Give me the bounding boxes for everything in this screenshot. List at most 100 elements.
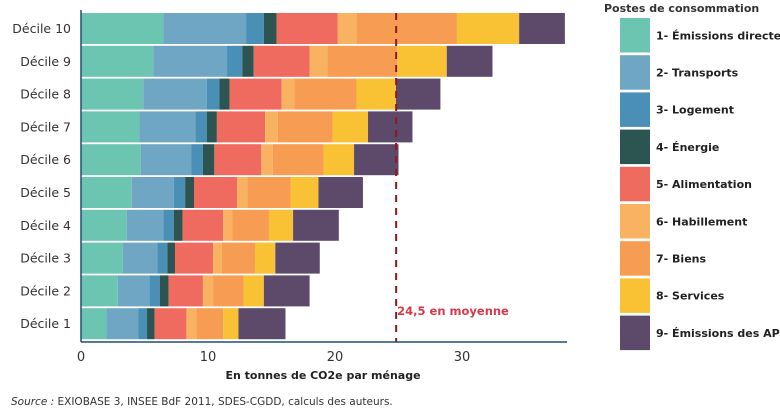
bar-segment-3 [138, 308, 148, 340]
bar-segment-8 [456, 13, 520, 44]
bar-segment-1 [81, 242, 123, 274]
category-label: Décile 10 [12, 21, 71, 36]
legend-item: 3- Logement [620, 92, 734, 127]
bar-segment-9 [368, 111, 413, 143]
bar-row [81, 242, 320, 274]
bar-segment-9 [263, 275, 310, 307]
legend-item: 6- Habillement [620, 204, 747, 239]
bar-segment-1 [81, 78, 144, 110]
bar-segment-2 [143, 78, 207, 110]
bar-row [81, 78, 441, 110]
bar-segment-4 [242, 45, 254, 77]
bar-segment-3 [206, 78, 220, 110]
bar-segment-6 [223, 209, 233, 241]
bar-segment-5 [194, 177, 238, 208]
bar-segment-6 [337, 13, 357, 44]
bar-segment-7 [213, 275, 244, 307]
bar-segment-5 [216, 111, 266, 143]
legend-swatch [620, 315, 650, 351]
bar-segment-2 [140, 144, 192, 176]
bar-row [81, 13, 565, 44]
category-label: Décile 6 [20, 152, 71, 167]
legend-item: 4- Énergie [620, 129, 719, 165]
bars-group [81, 13, 565, 340]
axes-group [80, 10, 567, 343]
bar-segment-7 [221, 242, 255, 274]
legend-swatch [620, 129, 650, 165]
bar-segment-6 [213, 242, 222, 274]
bar-segment-7 [356, 13, 457, 44]
bar-segment-9 [293, 209, 339, 241]
bar-segment-2 [139, 111, 196, 143]
bar-segment-8 [243, 275, 264, 307]
legend-label: 3- Logement [656, 104, 734, 117]
x-axis-title: En tonnes de CO2e par ménage [225, 369, 420, 382]
bar-segment-1 [81, 45, 154, 77]
bar-segment-9 [318, 177, 363, 208]
bar-segment-3 [149, 275, 160, 307]
x-tick-label: 20 [327, 350, 344, 365]
bar-row [81, 45, 493, 77]
bar-segment-1 [81, 111, 140, 143]
x-tick-label: 30 [454, 350, 471, 365]
x-tick-label: 0 [77, 350, 85, 365]
bar-segment-8 [254, 242, 276, 274]
bar-segment-4 [202, 144, 215, 176]
bar-segment-5 [229, 78, 282, 110]
legend-swatch [620, 18, 650, 53]
bar-segment-4 [167, 242, 175, 274]
source-prefix: Source : [11, 396, 55, 408]
bar-segment-6 [237, 177, 248, 208]
bar-segment-3 [191, 144, 203, 176]
legend: Postes de consommation 1- Émissions dire… [604, 2, 780, 351]
bar-segment-6 [186, 308, 197, 340]
category-label: Décile 7 [20, 119, 71, 134]
legend-label: 8- Services [656, 290, 725, 303]
bar-segment-5 [214, 144, 262, 176]
bar-segment-7 [196, 308, 224, 340]
bar-segment-8 [223, 308, 239, 340]
bar-segment-2 [131, 177, 174, 208]
legend-swatch [620, 204, 650, 239]
bar-segment-2 [122, 242, 158, 274]
legend-title: Postes de consommation [604, 2, 759, 15]
bar-segment-5 [168, 275, 203, 307]
bar-segment-5 [253, 45, 310, 77]
bar-segment-7 [272, 144, 324, 176]
bar-segment-3 [173, 177, 186, 208]
legend-label: 2- Transports [656, 66, 739, 79]
bar-segment-9 [446, 45, 493, 77]
bar-segment-5 [276, 13, 338, 44]
source-text: EXIOBASE 3, INSEE BdF 2011, SDES-CGDD, c… [54, 396, 393, 408]
legend-item: 7- Biens [620, 241, 706, 276]
bar-segment-3 [227, 45, 243, 77]
bar-segment-4 [263, 13, 277, 44]
bar-segment-1 [81, 13, 164, 44]
legend-label: 6- Habillement [656, 215, 747, 228]
bar-segment-5 [154, 308, 187, 340]
bar-segment-2 [106, 308, 139, 340]
bar-segment-9 [354, 144, 399, 176]
legend-label: 7- Biens [656, 252, 706, 265]
bar-segment-3 [246, 13, 264, 44]
category-label: Décile 3 [20, 251, 71, 266]
bar-segment-2 [117, 275, 150, 307]
average-label: 24,5 en moyenne [397, 304, 509, 318]
x-tick-label: 10 [200, 350, 217, 365]
bar-segment-8 [290, 177, 319, 208]
bar-segment-1 [81, 209, 127, 241]
legend-label: 1- Émissions directe [656, 29, 780, 42]
bar-segment-4 [219, 78, 230, 110]
bar-row [81, 275, 310, 307]
legend-swatch [620, 278, 650, 313]
bar-segment-6 [309, 45, 328, 77]
bar-segment-4 [206, 111, 217, 143]
bar-segment-2 [163, 13, 247, 44]
bar-segment-3 [195, 111, 207, 143]
bar-row [81, 209, 339, 241]
bar-segment-5 [174, 242, 214, 274]
bar-row [81, 144, 399, 176]
bar-segment-1 [81, 308, 107, 340]
bar-segment-2 [153, 45, 228, 77]
